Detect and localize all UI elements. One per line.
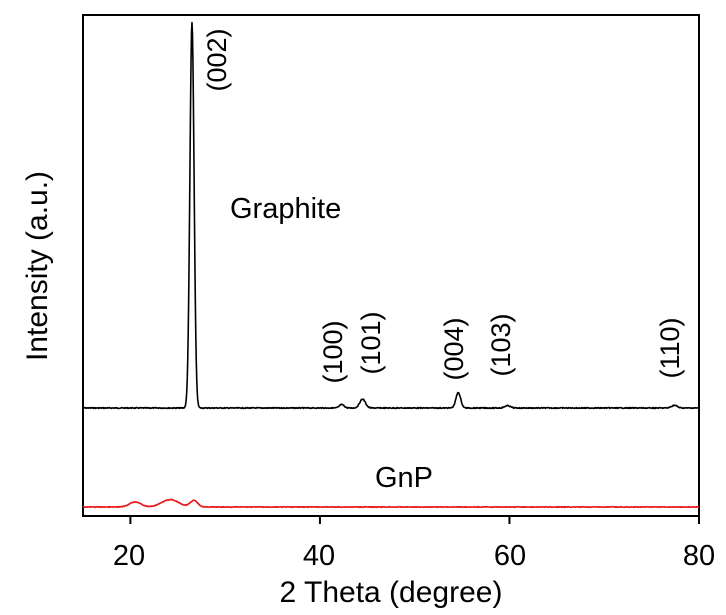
series-line-gnp xyxy=(82,498,700,509)
series-line-graphite xyxy=(82,21,700,410)
peak-label-004: (004) xyxy=(439,317,469,380)
peak-label-110: (110) xyxy=(655,317,685,378)
y-axis-title: Intensity (a.u.) xyxy=(21,171,54,361)
x-ticks xyxy=(129,516,700,524)
peak-label-101: (101) xyxy=(356,311,386,374)
x-tick-label-80: 80 xyxy=(683,540,715,572)
x-tick-label-40: 40 xyxy=(303,540,335,572)
x-tick-label-20: 20 xyxy=(113,540,145,572)
x-axis-title: 2 Theta (degree) xyxy=(280,576,503,609)
peak-label-100: (100) xyxy=(318,320,348,383)
peak-label-103: (103) xyxy=(486,313,516,376)
x-tick-label-60: 60 xyxy=(494,540,526,572)
plot-frame xyxy=(82,14,700,517)
peak-label-002: (002) xyxy=(202,28,232,91)
series-lines xyxy=(82,21,700,509)
series-label-gnp: GnP xyxy=(375,462,433,494)
series-label-graphite: Graphite xyxy=(230,193,341,225)
